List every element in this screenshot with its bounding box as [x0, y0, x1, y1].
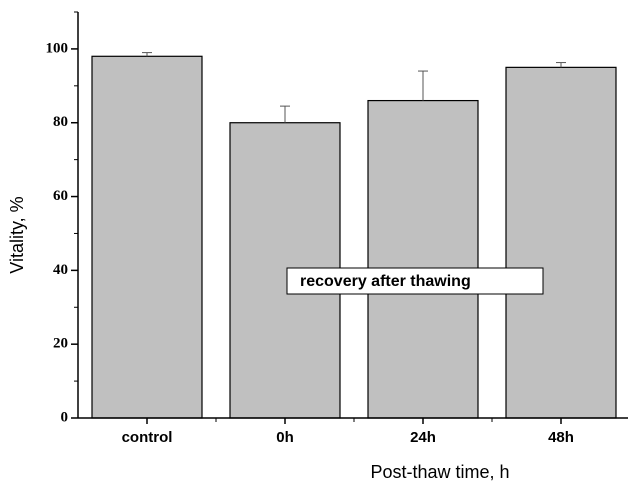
y-tick-label: 0 — [61, 409, 69, 425]
bar — [505, 66, 617, 419]
x-tick-label: control — [122, 429, 173, 446]
y-tick-label: 60 — [53, 188, 68, 204]
x-tick-label: 0h — [276, 429, 294, 446]
y-tick-label: 100 — [46, 40, 69, 56]
y-tick-label: 20 — [53, 336, 68, 352]
bar — [367, 99, 479, 419]
y-axis-label: Vitality, % — [7, 196, 27, 273]
x-axis-label: Post-thaw time, h — [370, 462, 509, 482]
y-tick-label: 80 — [53, 114, 68, 130]
bar — [91, 55, 203, 419]
x-tick-label: 24h — [410, 429, 436, 446]
annotation-box — [286, 267, 544, 295]
y-tick-label: 40 — [53, 262, 68, 278]
annotation: recovery after thawing — [300, 273, 471, 290]
x-tick-label: 48h — [548, 429, 574, 446]
